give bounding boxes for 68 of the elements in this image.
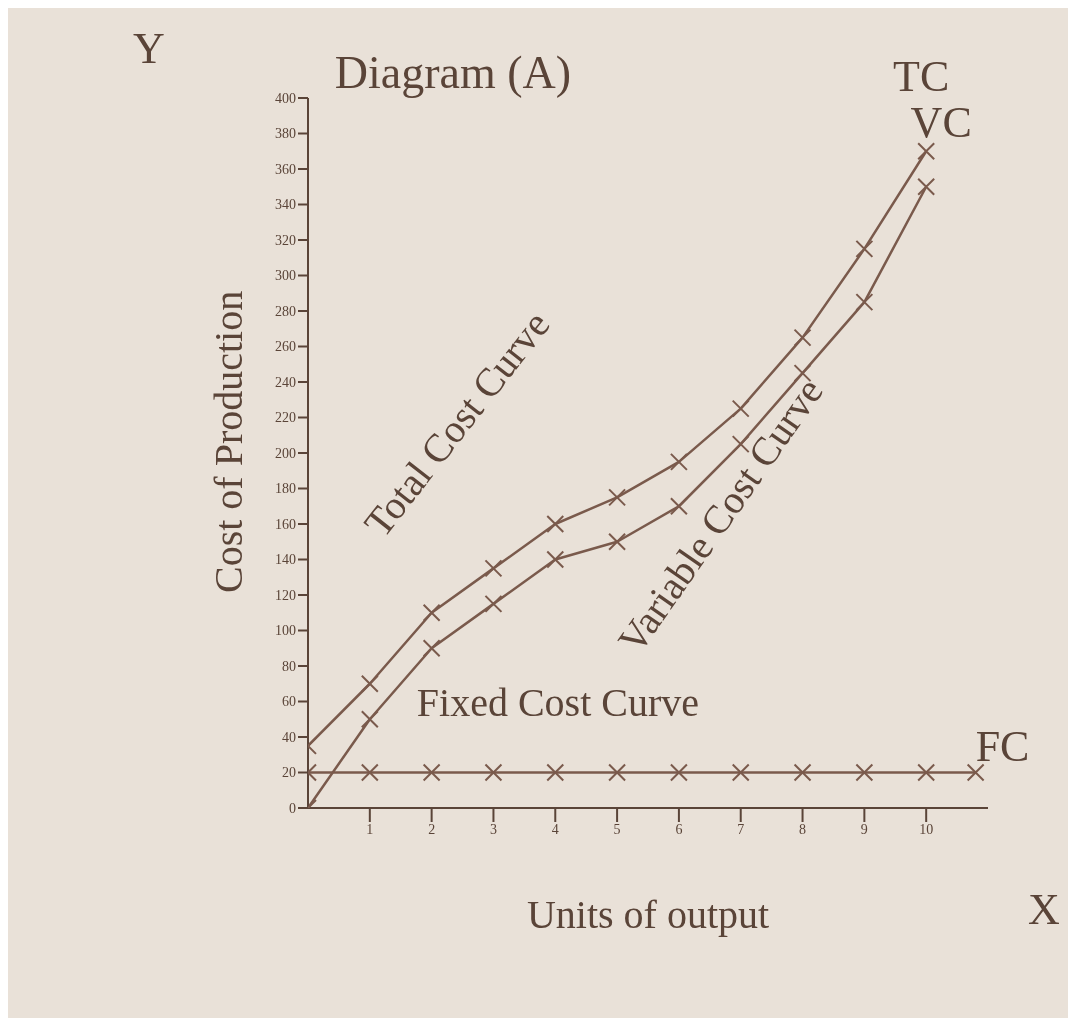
- x-tick-label: 1: [366, 821, 374, 837]
- y-tick-label: 360: [275, 161, 296, 177]
- text: X: [1028, 885, 1060, 934]
- point: [360, 674, 379, 693]
- point: [422, 639, 441, 658]
- point: [966, 763, 985, 782]
- point: [917, 142, 936, 161]
- x-tick-label: 10: [919, 821, 934, 837]
- y-tick-label: 140: [275, 552, 296, 568]
- x-tick-label: 9: [860, 821, 868, 837]
- point: [793, 763, 812, 782]
- x-tick-label: 6: [675, 821, 683, 837]
- x-tick-label: 3: [489, 821, 497, 837]
- point: [608, 763, 627, 782]
- y-tick-label: 100: [275, 623, 296, 639]
- point: [422, 603, 441, 622]
- chart-title: Diagram (A): [334, 47, 572, 98]
- y-tick-label: 240: [275, 374, 296, 390]
- x-tick-label: 2: [428, 821, 436, 837]
- text: Y: [133, 24, 165, 73]
- x-tick-label: 8: [799, 821, 807, 837]
- annotation: Fixed Cost Curve: [416, 679, 700, 725]
- y-tick-label: 120: [275, 587, 296, 603]
- y-tick-label: 60: [282, 694, 296, 710]
- point: [360, 710, 379, 729]
- point: [669, 452, 688, 471]
- point: [546, 763, 565, 782]
- point: [608, 488, 627, 507]
- y-tick-label: 380: [275, 126, 296, 142]
- point: [793, 364, 812, 383]
- y-tick-label: 260: [275, 339, 296, 355]
- point: [484, 559, 503, 578]
- y-tick-label: 80: [282, 658, 296, 674]
- point: [484, 594, 503, 613]
- y-tick-label: 160: [275, 516, 296, 532]
- y-tick-label: 20: [282, 765, 296, 781]
- y-tick-label: 200: [275, 445, 296, 461]
- y-tick-label: 340: [275, 197, 296, 213]
- point: [669, 763, 688, 782]
- point: [546, 550, 565, 569]
- point: [793, 328, 812, 347]
- point: [669, 497, 688, 516]
- x-axis-title: Units of output: [526, 892, 770, 937]
- series-label: FC: [975, 721, 1030, 771]
- y-tick-label: 400: [275, 90, 296, 106]
- point: [731, 435, 750, 454]
- y-tick-label: 0: [289, 800, 296, 816]
- y-axis-title: Cost of Production: [206, 290, 252, 593]
- point: [855, 239, 874, 258]
- y-tick-label: 280: [275, 303, 296, 319]
- point: [917, 177, 936, 196]
- point: [484, 763, 503, 782]
- x-tick-label: 5: [613, 821, 621, 837]
- x-tick-label: 4: [551, 821, 559, 837]
- y-tick-label: 320: [275, 232, 296, 248]
- point: [855, 763, 874, 782]
- point: [731, 763, 750, 782]
- point: [422, 763, 441, 782]
- point: [855, 293, 874, 312]
- y-tick-label: 40: [282, 729, 296, 745]
- y-tick-label: 300: [275, 268, 296, 284]
- point: [546, 515, 565, 533]
- point: [917, 763, 936, 782]
- y-tick-label: 180: [275, 481, 296, 497]
- x-tick-label: 7: [737, 821, 745, 837]
- point: [731, 399, 750, 418]
- y-tick-label: 220: [275, 410, 296, 426]
- point: [360, 763, 379, 782]
